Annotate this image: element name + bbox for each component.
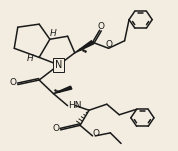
Text: O: O [97,22,104,31]
Text: H: H [27,54,34,63]
Text: H: H [50,29,57,38]
Text: N: N [55,60,62,70]
Text: O: O [92,129,99,138]
Text: O: O [53,124,60,133]
Polygon shape [53,86,72,94]
Text: O: O [10,78,17,87]
Text: O: O [106,40,113,49]
Text: HN: HN [69,101,82,110]
Polygon shape [75,41,94,53]
